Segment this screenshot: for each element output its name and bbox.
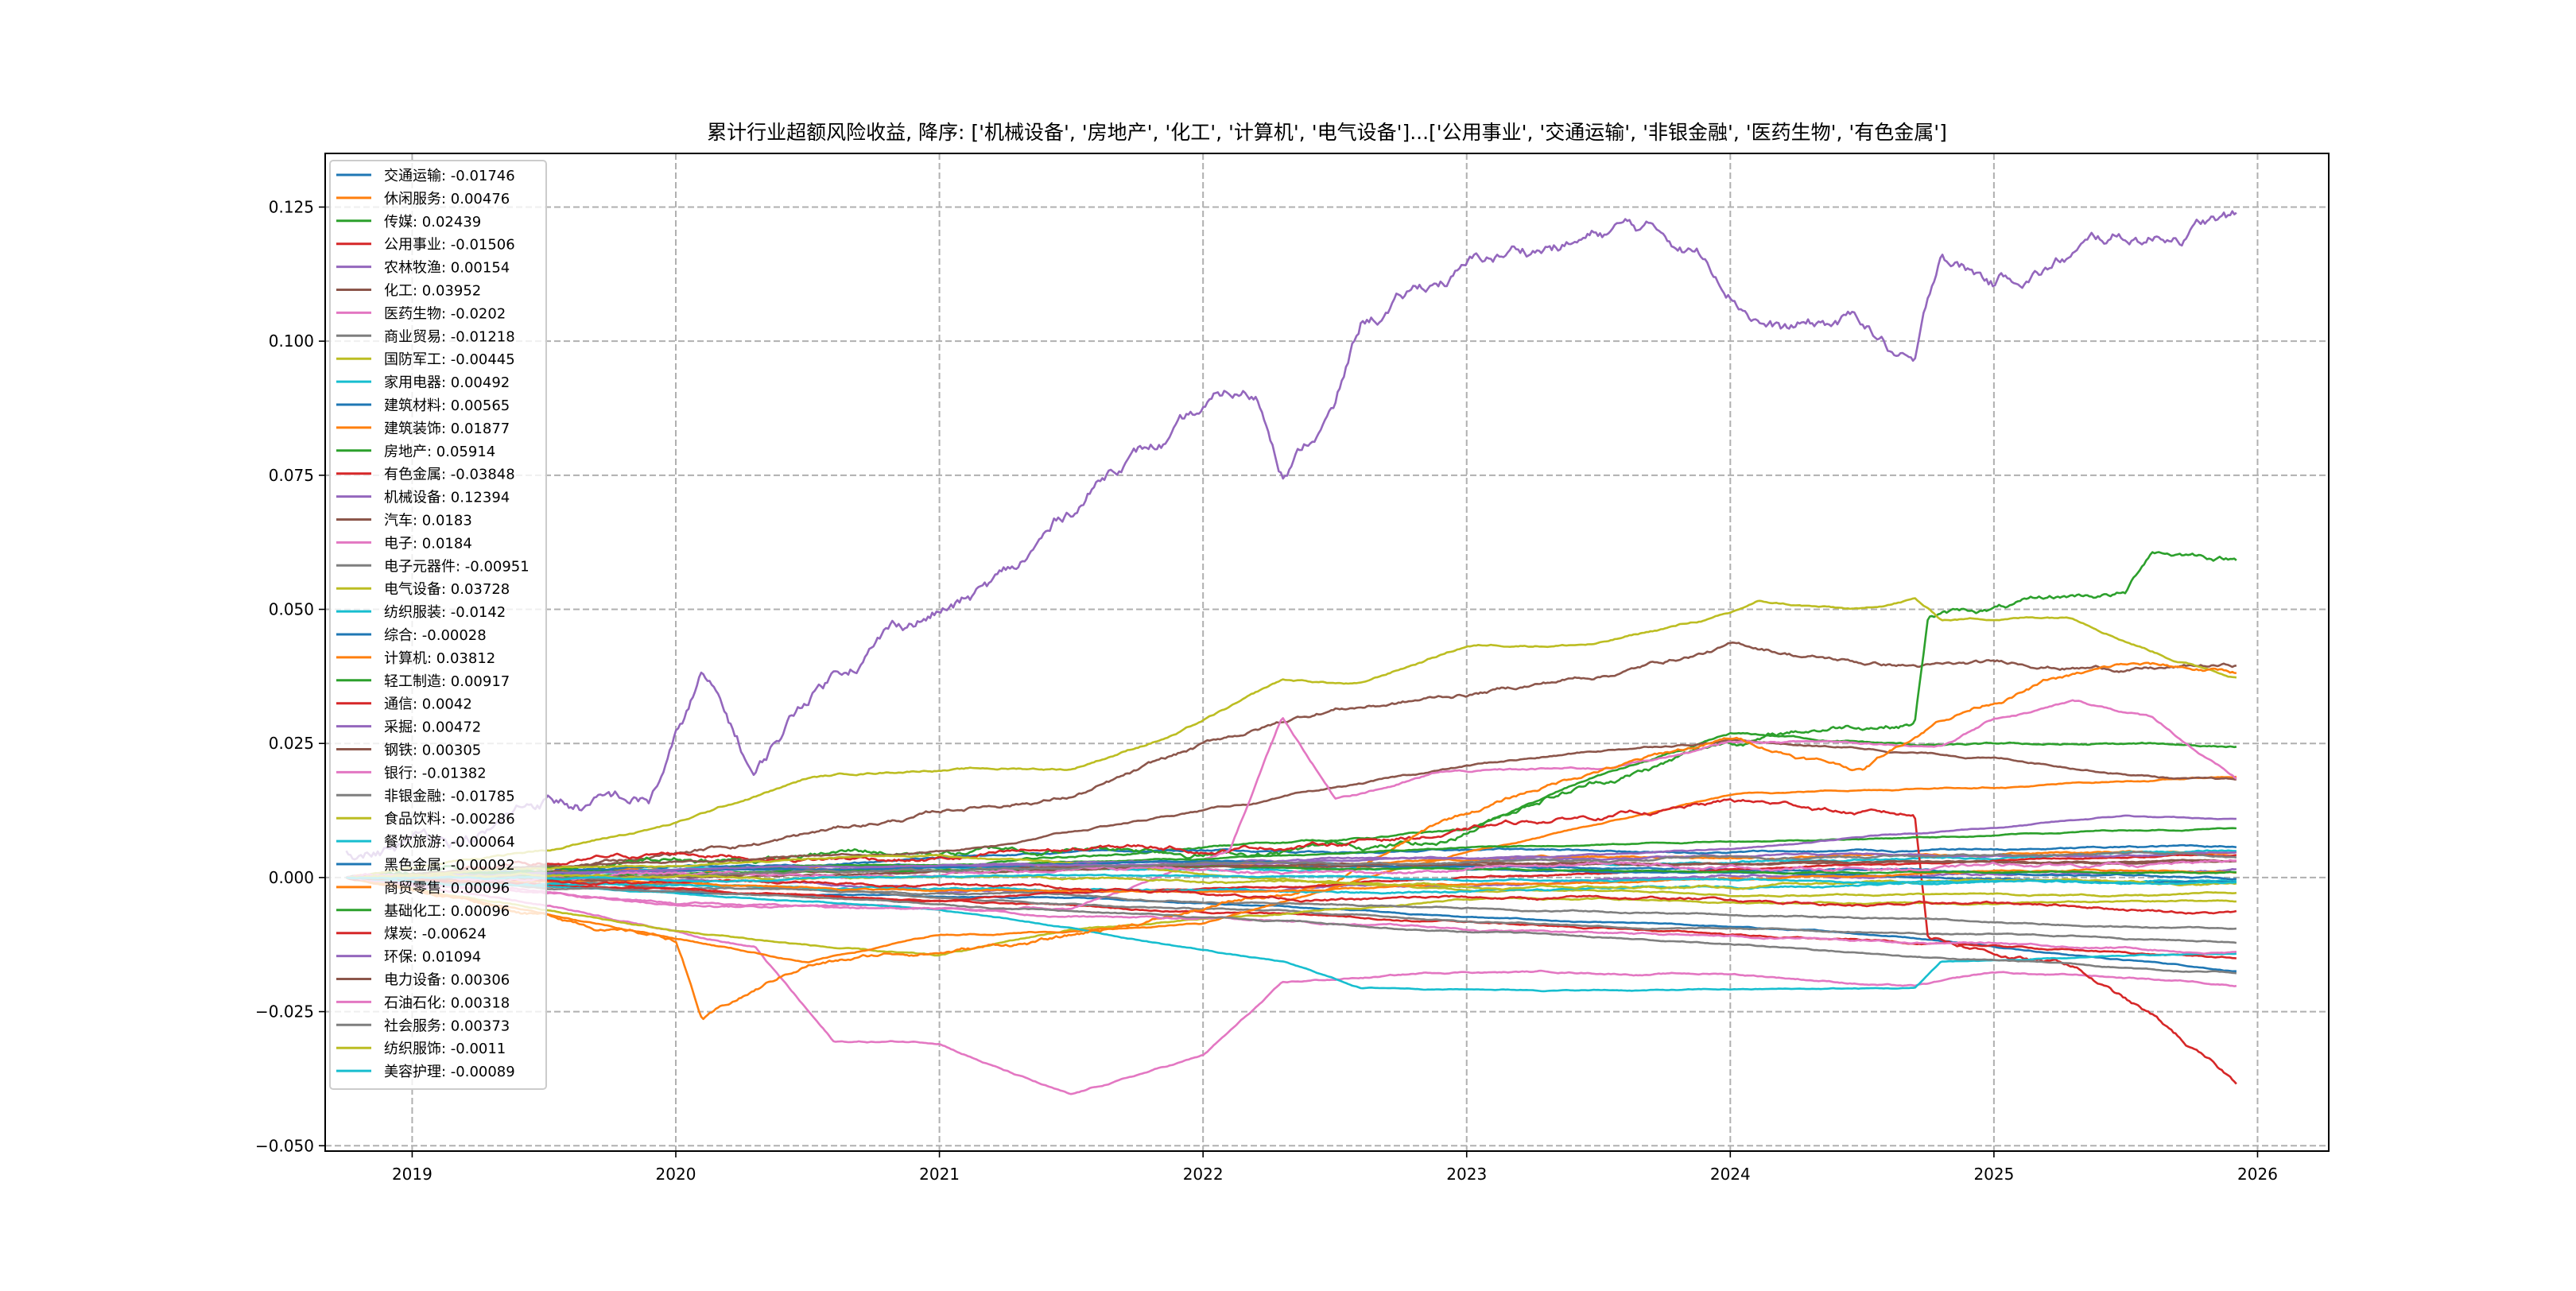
series-line-商业贸易 (346, 876, 2237, 944)
series-line-非银金融 (346, 876, 2237, 975)
y-tick-label: −0.025 (255, 1002, 314, 1022)
chart-title: 累计行业超额风险收益, 降序: ['机械设备', '房地产', '化工', '计… (707, 121, 1947, 144)
legend-label: 钢铁: 0.00305 (384, 742, 481, 759)
legend-label: 房地产: 0.05914 (384, 444, 495, 460)
legend-label: 综合: -0.00028 (384, 627, 487, 644)
y-tick-label: 0.050 (269, 600, 314, 619)
legend-label: 采掘: 0.00472 (384, 719, 481, 736)
legend-label: 有色金属: -0.03848 (384, 467, 515, 483)
x-tick-label: 2020 (656, 1165, 696, 1184)
series-line-汽车 (346, 739, 2237, 879)
series-line-房地产 (346, 551, 2237, 880)
grid-lines (325, 153, 2329, 1151)
series-line-机械设备 (345, 210, 2237, 861)
x-tick-label: 2025 (1973, 1165, 2014, 1184)
legend-label: 建筑材料: 0.00565 (384, 397, 510, 414)
axis-ticks: 2019 2020 2021 2022 2023 2024 2025 2026 −0.050 −0… (255, 197, 2278, 1184)
series-line-电气设备 (346, 597, 2237, 879)
legend-label: 传媒: 0.02439 (384, 214, 481, 231)
series-line-电子 (346, 699, 2237, 912)
legend-label: 农林牧渔: 0.00154 (384, 260, 510, 277)
series-lines (345, 210, 2237, 1095)
y-tick-label: 0.100 (269, 331, 314, 351)
x-tick-label: 2024 (1710, 1165, 1751, 1184)
legend-label: 非银金融: -0.01785 (384, 788, 515, 804)
y-tick-label: 0.000 (269, 868, 314, 887)
legend-label: 电子: 0.0184 (384, 535, 472, 552)
legend-label: 电子元器件: -0.00951 (384, 558, 530, 575)
legend-label: 计算机: 0.03812 (384, 650, 495, 667)
legend-label: 轻工制造: 0.00917 (384, 673, 510, 690)
y-tick-label: −0.050 (255, 1136, 314, 1155)
legend-label: 交通运输: -0.01746 (384, 168, 515, 184)
legend-label: 商业贸易: -0.01218 (384, 328, 515, 345)
legend-label: 黑色金属: -0.00092 (384, 857, 515, 874)
x-tick-label: 2021 (919, 1165, 960, 1184)
legend-label: 通信: 0.0042 (384, 696, 472, 713)
series-line-餐饮旅游 (346, 876, 2237, 895)
legend-label: 美容护理: -0.00089 (384, 1064, 515, 1080)
series-line-煤炭 (346, 874, 2237, 915)
legend-label: 石油石化: 0.00318 (384, 994, 510, 1011)
legend-label: 煤炭: -0.00624 (384, 926, 487, 943)
legend: 交通运输: -0.01746 休闲服务: 0.00476 传媒: 0.02439 公用… (329, 160, 547, 1090)
legend-label: 汽车: 0.0183 (384, 513, 472, 529)
series-line-通信 (346, 853, 2237, 902)
x-tick-label: 2026 (2237, 1165, 2278, 1184)
legend-label: 银行: -0.01382 (384, 765, 487, 781)
legend-label: 商贸零售: 0.00096 (384, 880, 510, 897)
series-line-建筑材料 (346, 843, 2237, 879)
legend-label: 机械设备: 0.12394 (384, 490, 510, 506)
legend-label: 家用电器: 0.00492 (384, 374, 510, 391)
legend-label: 公用事业: -0.01506 (384, 237, 515, 254)
y-tick-label: 0.075 (269, 466, 314, 485)
plot-frame (324, 153, 2330, 1152)
legend-label: 化工: 0.03952 (384, 283, 481, 300)
y-tick-label: 0.125 (269, 197, 314, 216)
y-tick-label: 0.025 (269, 734, 314, 753)
legend-label: 食品饮料: -0.00286 (384, 811, 515, 828)
series-line-美容护理 (346, 873, 2237, 886)
legend-label: 电力设备: 0.00306 (384, 972, 510, 989)
legend-label: 基础化工: 0.00096 (384, 903, 510, 920)
series-line-社会服务 (346, 851, 2237, 880)
legend-label: 休闲服务: 0.00476 (384, 191, 510, 207)
series-line-石油石化 (346, 859, 2237, 882)
legend-label: 社会服务: 0.00373 (384, 1018, 510, 1034)
legend-box (329, 160, 547, 1090)
legend-label: 纺织服装: -0.0142 (384, 604, 506, 621)
legend-label: 环保: 0.01094 (384, 949, 481, 966)
legend-label: 国防军工: -0.00445 (384, 351, 515, 368)
legend-label: 建筑装饰: 0.01877 (384, 421, 510, 437)
legend-label: 医药生物: -0.0202 (384, 305, 506, 322)
x-tick-label: 2019 (392, 1165, 433, 1184)
legend-label: 纺织服饰: -0.0011 (384, 1041, 506, 1057)
legend-label: 电气设备: 0.03728 (384, 581, 510, 598)
series-line-计算机 (346, 661, 2237, 1021)
legend-label: 餐饮旅游: -0.00064 (384, 834, 515, 851)
x-tick-label: 2023 (1446, 1165, 1487, 1184)
x-tick-label: 2022 (1183, 1165, 1224, 1184)
